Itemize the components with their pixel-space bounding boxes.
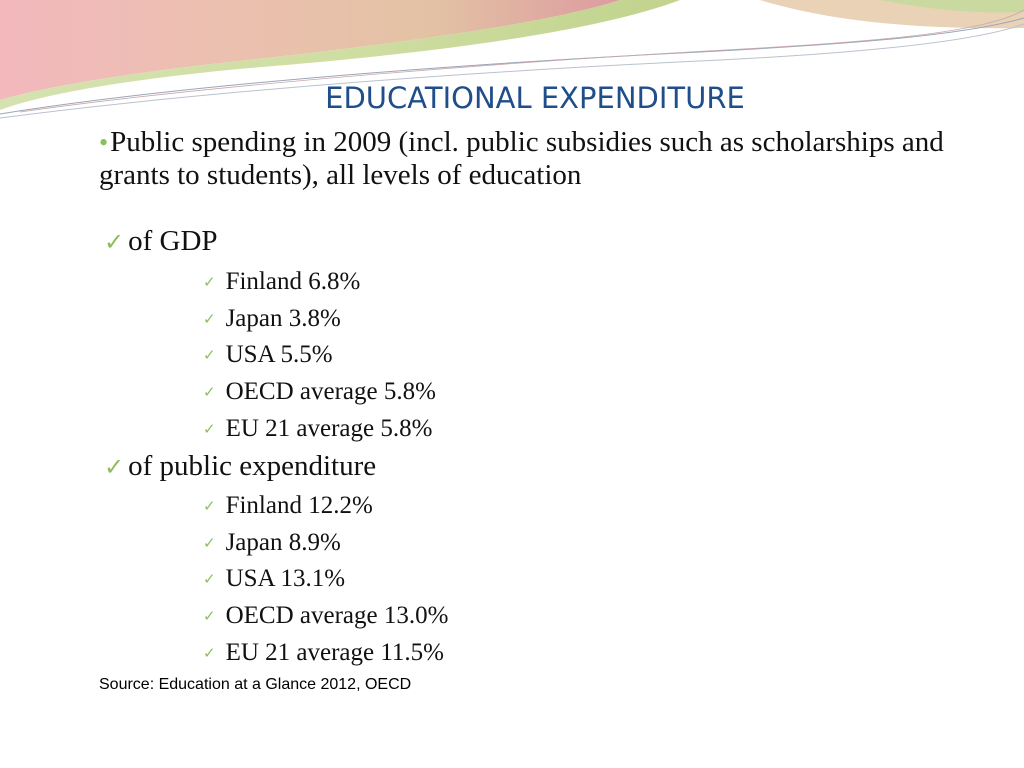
list-item: ✓ Japan 8.9% [203, 527, 341, 559]
list-item-label: USA 5.5% [225, 341, 333, 368]
list-item: ✓ Finland 12.2% [203, 490, 373, 522]
checkmark-icon: ✓ [203, 273, 216, 291]
list-item: ✓ Finland 6.8% [203, 266, 360, 298]
checkmark-icon: ✓ [203, 570, 216, 588]
list-item-label: EU 21 average 11.5% [225, 639, 445, 666]
bullet-dot-icon: • [99, 128, 109, 157]
list-item: ✓ EU 21 average 11.5% [203, 637, 444, 669]
list-item-label: OECD average 5.8% [225, 378, 436, 405]
slide-title: EDUCATIONAL EXPENDITURE [325, 81, 745, 115]
list-item-label: Finland 12.2% [225, 492, 373, 519]
checkmark-icon: ✓ [203, 497, 216, 515]
section-heading-public-expenditure: ✓ of public expenditure [104, 448, 376, 485]
list-item: ✓ Japan 3.8% [203, 303, 341, 335]
list-item-label: Japan 3.8% [225, 305, 341, 332]
intro-paragraph: •Public spending in 2009 (incl. public s… [99, 126, 979, 192]
list-item: ✓ OECD average 5.8% [203, 376, 436, 408]
list-item-label: USA 13.1% [225, 565, 346, 592]
section-heading-label: of GDP [128, 225, 218, 257]
section-heading-label: of public expenditure [128, 450, 377, 482]
intro-text: Public spending in 2009 (incl. public su… [99, 126, 944, 191]
checkmark-icon: ✓ [203, 607, 216, 625]
list-item-label: EU 21 average 5.8% [225, 415, 433, 442]
list-item-label: OECD average 13.0% [225, 602, 449, 629]
checkmark-icon: ✓ [104, 453, 125, 481]
checkmark-icon: ✓ [203, 644, 216, 662]
checkmark-icon: ✓ [203, 383, 216, 401]
source-citation: Source: Education at a Glance 2012, OECD [99, 676, 412, 693]
list-item: ✓ OECD average 13.0% [203, 600, 448, 632]
section-heading-gdp: ✓ of GDP [104, 223, 218, 260]
checkmark-icon: ✓ [104, 228, 125, 256]
list-item-label: Finland 6.8% [225, 268, 361, 295]
checkmark-icon: ✓ [203, 420, 216, 438]
list-item: ✓ USA 13.1% [203, 563, 345, 595]
checkmark-icon: ✓ [203, 534, 216, 552]
checkmark-icon: ✓ [203, 310, 216, 328]
list-item-label: Japan 8.9% [225, 529, 341, 556]
checkmark-icon: ✓ [203, 346, 216, 364]
header-swoosh-decoration [0, 0, 1024, 119]
list-item: ✓ EU 21 average 5.8% [203, 413, 432, 445]
list-item: ✓ USA 5.5% [203, 339, 333, 371]
